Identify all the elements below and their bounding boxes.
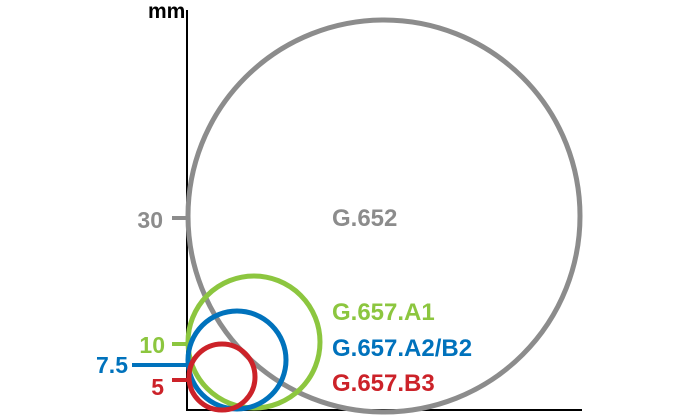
g657-a2-b2-radius-label: 7.5 [96, 352, 128, 378]
g652-radius-label: 30 [137, 207, 163, 233]
g657-a2-b2-name-label: G.657.A2/B2 [332, 335, 472, 362]
g657-b3-bend-circle [186, 341, 258, 413]
g657-b3-name-label: G.657.B3 [332, 370, 435, 397]
g657-a1-name-label: G.657.A1 [332, 299, 435, 326]
unit-label: mm [148, 0, 185, 23]
g652-name-label: G.652 [332, 205, 397, 232]
g652-bend-circle [185, 17, 583, 415]
g657-a2-b2-bend-circle [185, 308, 289, 412]
g657-b3-radius-label: 5 [151, 374, 164, 400]
g657-a1-radius-label: 10 [139, 332, 165, 358]
